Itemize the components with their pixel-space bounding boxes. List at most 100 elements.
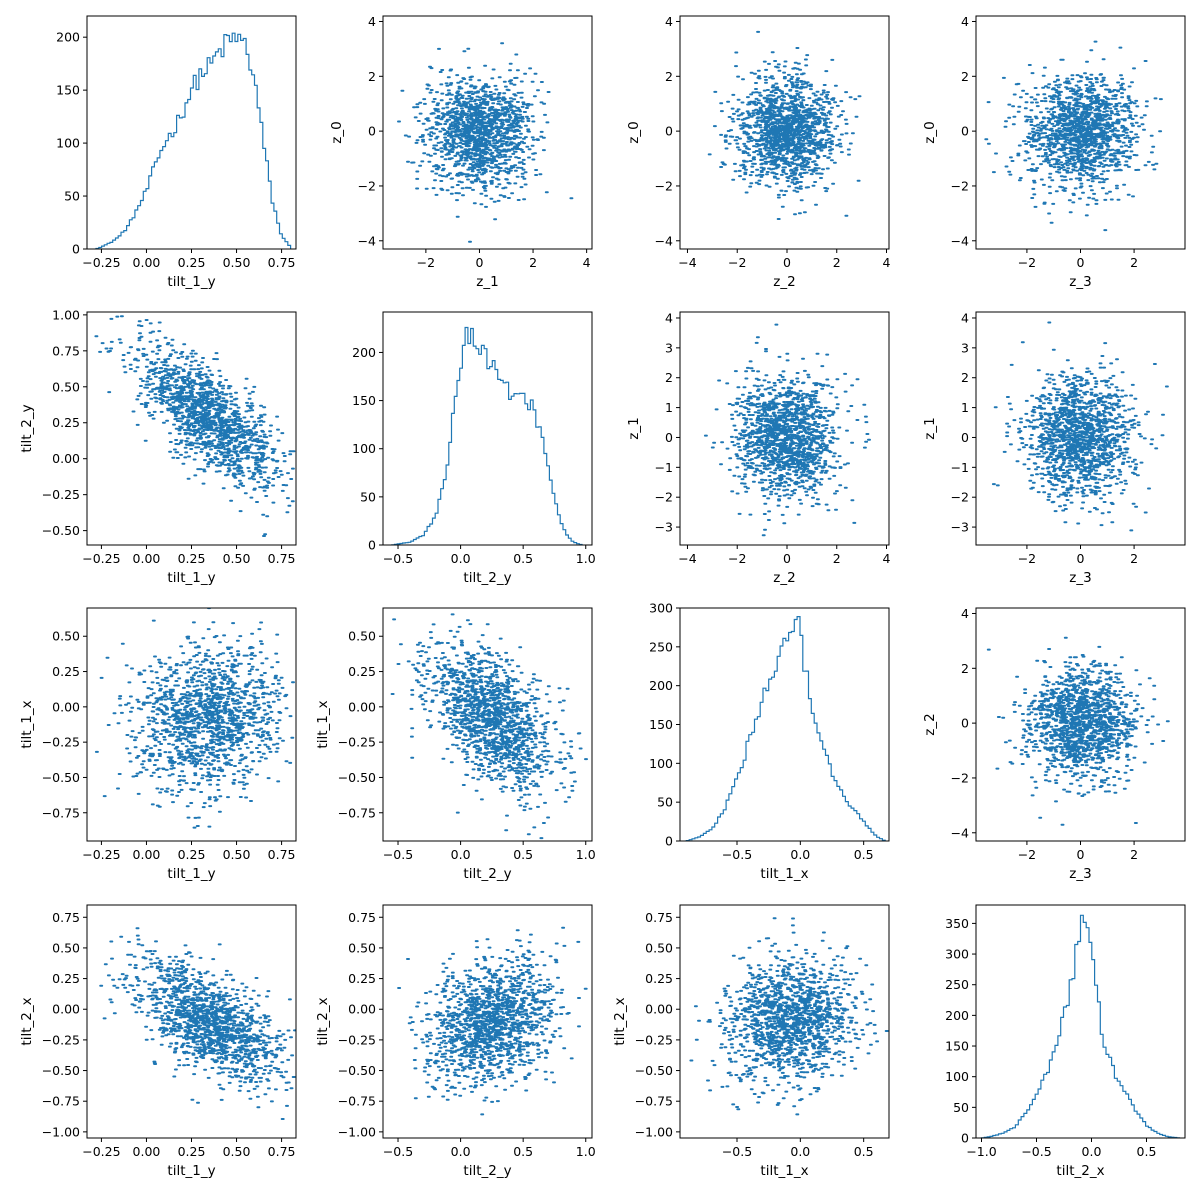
y-tick-label: 100 [945, 1069, 969, 1084]
y-tick-label: −0.25 [338, 735, 376, 750]
x-tick-label: 0.50 [223, 551, 251, 566]
axes-frame [679, 904, 890, 1139]
y-tick-label: −1.00 [338, 1124, 376, 1139]
axes-frame [679, 311, 890, 546]
x-tick-label: −2 [1018, 551, 1036, 566]
x-tick-label: 0.5 [513, 847, 533, 862]
y-tick-label: 300 [649, 601, 673, 616]
scatter-points [703, 323, 871, 537]
x-tick-label: 0.75 [268, 1144, 296, 1159]
scatter-points [94, 608, 295, 829]
y-tick-label: −4 [951, 233, 969, 248]
y-tick-label: 0.25 [645, 971, 673, 986]
x-axis-label: tilt_1_y [167, 274, 215, 290]
y-tick-label: −0.50 [338, 1063, 376, 1078]
axes-frame [86, 311, 297, 546]
y-tick-label: 0 [368, 124, 376, 139]
y-tick-label: −0.50 [338, 770, 376, 785]
y-axis-label: z_1 [626, 417, 642, 439]
y-tick-label: −2 [655, 178, 673, 193]
plot-area [689, 917, 889, 1116]
x-tick-label: 0.0 [1082, 1144, 1102, 1159]
y-tick-label: 0.25 [348, 971, 376, 986]
y-tick-label: 0.00 [52, 699, 80, 714]
x-tick-label: 0.00 [133, 255, 161, 270]
y-tick-label: 0 [961, 124, 969, 139]
x-tick-label: 0.25 [178, 255, 206, 270]
x-tick-label: −2 [417, 255, 435, 270]
x-tick-label: 2 [1130, 255, 1138, 270]
x-axis-label: tilt_2_y [463, 1163, 511, 1179]
x-tick-label: 0.0 [451, 847, 471, 862]
y-tick-label: −2 [951, 770, 969, 785]
y-tick-label: 250 [945, 977, 969, 992]
x-tick-label: 0.5 [854, 1144, 874, 1159]
y-tick-label: 200 [945, 1008, 969, 1023]
y-tick-label: −4 [951, 825, 969, 840]
y-tick-label: −0.25 [42, 735, 80, 750]
x-tick-label: 0.00 [133, 551, 161, 566]
subplot-p02: −4 −2 0 2 4 −4 −2 0 2 4 z_2 z_0 [626, 14, 891, 290]
histogram-step-line [391, 326, 583, 545]
x-tick-label: 1.0 [576, 847, 596, 862]
x-tick-label: 0.50 [223, 1144, 251, 1159]
x-tick-label: 1.0 [576, 551, 596, 566]
x-tick-label: 2 [833, 551, 841, 566]
y-tick-label: 0.00 [348, 1002, 376, 1017]
x-tick-label: 0 [783, 255, 791, 270]
y-tick-label: 0.50 [52, 629, 80, 644]
x-tick-label: 2 [1130, 847, 1138, 862]
subplot-p13: −2 0 2 −3 −2 −1 0 1 2 3 4 z_3 z_1 [922, 310, 1186, 586]
y-tick-label: 0.00 [348, 699, 376, 714]
x-tick-label: −0.5 [383, 847, 413, 862]
plot-area [94, 608, 295, 829]
scatter-points [397, 926, 588, 1116]
x-axis-label: tilt_1_x [760, 1163, 808, 1179]
scatter-points [390, 613, 588, 840]
y-tick-label: 200 [649, 678, 673, 693]
x-tick-label: 2 [833, 255, 841, 270]
y-axis-label: tilt_2_y [19, 404, 35, 452]
x-tick-label: 0.0 [790, 847, 810, 862]
y-tick-label: 0.25 [52, 971, 80, 986]
y-tick-label: 150 [649, 717, 673, 732]
scatter-points [689, 917, 889, 1116]
y-tick-label: −2 [655, 490, 673, 505]
axes-frame [382, 311, 593, 546]
y-tick-label: −0.75 [338, 1094, 376, 1109]
subplot-p33: −1.0 −0.5 0.0 0.5 0 50 100 150 200 250 300 350 tilt_… [945, 904, 1186, 1179]
histogram-step-line [685, 616, 886, 841]
y-axis-label: z_0 [626, 121, 642, 143]
x-tick-label: 4 [883, 255, 891, 270]
y-tick-label: −0.50 [42, 523, 80, 538]
y-tick-label: 0.75 [52, 343, 80, 358]
y-tick-label: 0 [368, 538, 376, 553]
x-tick-label: 0.00 [133, 847, 161, 862]
x-tick-label: 0.5 [854, 847, 874, 862]
histogram-step-line [95, 32, 292, 249]
plot-area [95, 32, 292, 249]
y-tick-label: 50 [64, 189, 80, 204]
subplot-p12: −4 −2 0 2 4 −3 −2 −1 0 1 2 3 4 z_2 z_1 [626, 310, 891, 586]
subplot-p20: −0.25 0.00 0.25 0.50 0.75 −0.75 −0.50 −0.25 0.00… [19, 607, 297, 882]
y-tick-label: 250 [649, 639, 673, 654]
subplot-p01: −2 0 2 4 −4 −2 0 2 4 z_1 z_0 [329, 14, 593, 290]
plot-area [984, 40, 1163, 232]
y-tick-label: 4 [961, 606, 969, 621]
subplot-p30: −0.25 0.00 0.25 0.50 0.75 −1.00 −0.75 −0.50 −0.2… [19, 904, 297, 1179]
plot-area [980, 914, 1181, 1138]
x-tick-label: 0.75 [268, 847, 296, 862]
y-tick-label: 4 [665, 14, 673, 29]
scatter-points [707, 30, 862, 220]
y-tick-label: 0 [961, 430, 969, 445]
y-tick-label: 0.50 [348, 940, 376, 955]
plot-area [685, 616, 886, 841]
x-tick-label: −4 [678, 255, 696, 270]
y-tick-label: 0 [665, 430, 673, 445]
subplot-p32: −0.5 0.0 0.5 −1.00 −0.75 −0.50 −0.25 0.00 0.25 0.… [612, 904, 890, 1179]
x-tick-label: 0.25 [178, 847, 206, 862]
y-tick-label: 0.50 [52, 940, 80, 955]
axes-frame [86, 15, 297, 250]
axes-frame [679, 607, 890, 842]
